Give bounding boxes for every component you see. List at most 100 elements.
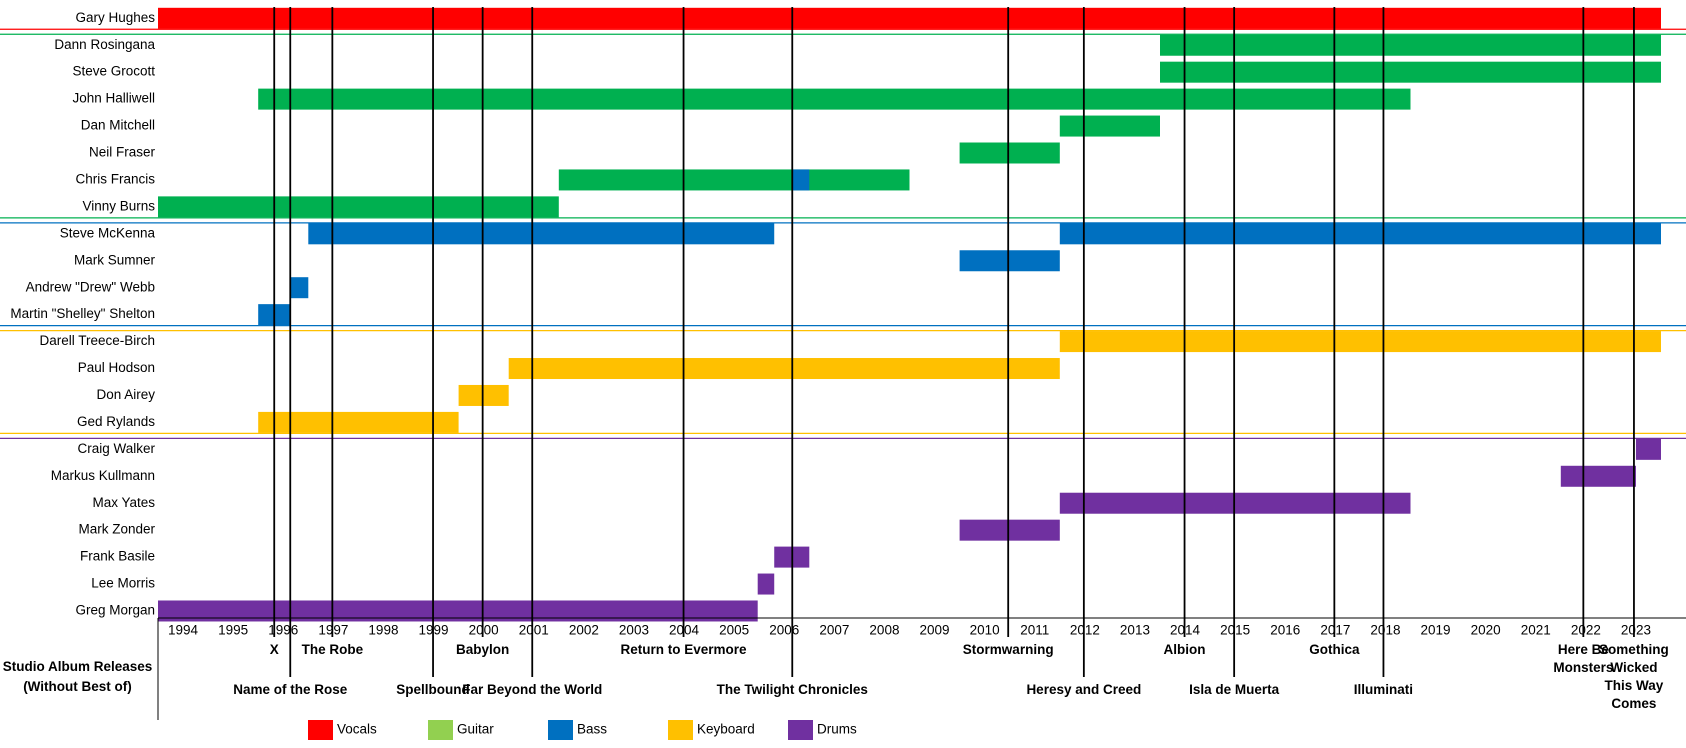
member-name: Steve McKenna <box>60 225 156 240</box>
member-name: Dan Mitchell <box>81 118 155 133</box>
x-tick-label: 2005 <box>719 623 749 638</box>
x-tick-label: 2018 <box>1370 623 1400 638</box>
album-label: Gothica <box>1309 642 1360 657</box>
tenure-bar <box>959 142 1060 164</box>
member-name: Frank Basile <box>80 549 155 564</box>
x-tick-label: 2007 <box>819 623 849 638</box>
tenure-bar <box>558 169 910 191</box>
album-label: Illuminati <box>1353 682 1414 697</box>
x-tick-label: 2001 <box>519 623 549 638</box>
album-label: Babylon <box>456 642 510 657</box>
album-label: Something Wicked This Way Comes <box>1599 642 1669 711</box>
x-tick-label: 2012 <box>1070 623 1100 638</box>
tenure-bar <box>959 519 1060 541</box>
x-tick-label: 1995 <box>218 623 248 638</box>
album-label: Name of the Rose <box>233 682 348 697</box>
tenure-bar <box>308 223 775 245</box>
tenure-bar <box>791 169 810 191</box>
x-tick-label: 2010 <box>970 623 1000 638</box>
x-tick-label: 2013 <box>1120 623 1150 638</box>
legend-label: Vocals <box>337 722 377 737</box>
tenure-bar <box>458 384 509 406</box>
member-name: Andrew "Drew" Webb <box>26 279 155 294</box>
member-name: Martin "Shelley" Shelton <box>10 306 155 321</box>
x-tick-label: 2016 <box>1270 623 1300 638</box>
legend-swatch <box>308 720 333 740</box>
album-label: X <box>269 642 279 657</box>
x-tick-label: 1998 <box>368 623 398 638</box>
album-label: Here Be Monsters <box>1553 642 1614 675</box>
member-name: Don Airey <box>96 387 155 402</box>
member-name: Mark Zonder <box>78 522 155 537</box>
x-tick-label: 2021 <box>1521 623 1551 638</box>
member-name: John Halliwell <box>72 91 155 106</box>
tenure-bar <box>959 250 1060 272</box>
tenure-bar <box>1059 223 1661 245</box>
x-tick-label: 2006 <box>769 623 799 638</box>
legend-swatch <box>788 720 813 740</box>
legend-label: Guitar <box>457 722 494 737</box>
tenure-bar <box>1635 438 1661 460</box>
x-tick-label: 2017 <box>1320 623 1350 638</box>
tenure-bar <box>258 88 1411 110</box>
album-label: Spellbound <box>396 682 470 697</box>
album-label: Stormwarning <box>962 642 1054 657</box>
tenure-bar <box>158 600 758 622</box>
legend-label: Drums <box>817 722 857 737</box>
member-name: Craig Walker <box>77 441 155 456</box>
x-tick-label: 2000 <box>469 623 499 638</box>
legend-label: Keyboard <box>697 722 755 737</box>
member-name: Markus Kullmann <box>51 468 155 483</box>
x-tick-label: 1994 <box>168 623 199 638</box>
album-label: Isla de Muerta <box>1189 682 1280 697</box>
member-name: Paul Hodson <box>78 360 155 375</box>
tenure-bar <box>1059 115 1160 137</box>
legend-swatch <box>668 720 693 740</box>
member-name: Greg Morgan <box>75 603 155 618</box>
tenure-bar <box>1059 492 1411 514</box>
member-name: Mark Sumner <box>74 252 156 267</box>
legend-swatch <box>548 720 573 740</box>
member-name: Vinny Burns <box>82 198 155 213</box>
x-tick-label: 2011 <box>1020 623 1049 638</box>
tenure-bar <box>508 358 1060 380</box>
member-name: Dann Rosingana <box>54 37 155 52</box>
member-name: Chris Francis <box>75 172 155 187</box>
tenure-bar <box>1160 61 1661 83</box>
member-name: Gary Hughes <box>75 10 155 25</box>
member-name: Steve Grocott <box>72 64 155 79</box>
x-tick-label: 1996 <box>268 623 298 638</box>
x-tick-label: 2002 <box>569 623 599 638</box>
album-label: Return to Evermore <box>620 642 747 657</box>
album-label: Heresy and Creed <box>1026 682 1142 697</box>
x-tick-label: 1997 <box>318 623 348 638</box>
album-label: The Twilight Chronicles <box>716 682 868 697</box>
album-label: Albion <box>1163 642 1206 657</box>
tenure-bar <box>1560 465 1636 487</box>
tenure-bar <box>1059 331 1661 353</box>
x-tick-label: 2023 <box>1621 623 1651 638</box>
tenure-bar <box>258 411 459 433</box>
albums-title: Studio Album Releases (Without Best of) <box>2 659 153 694</box>
tenure-bar <box>757 573 775 595</box>
tenure-bar <box>158 7 1661 29</box>
legend-label: Bass <box>577 722 607 737</box>
x-tick-label: 2019 <box>1421 623 1451 638</box>
member-name: Darell Treece-Birch <box>39 333 155 348</box>
x-tick-label: 2020 <box>1471 623 1501 638</box>
x-tick-label: 2009 <box>920 623 950 638</box>
tenure-bar <box>1160 34 1661 56</box>
x-tick-label: 2015 <box>1220 623 1250 638</box>
legend-swatch <box>428 720 453 740</box>
x-tick-label: 2008 <box>869 623 899 638</box>
member-name: Ged Rylands <box>77 414 155 429</box>
tenure-bar <box>158 196 559 218</box>
member-name: Neil Fraser <box>89 145 156 160</box>
tenure-bar <box>290 277 309 299</box>
album-label: Far Beyond the World <box>462 682 603 697</box>
member-name: Lee Morris <box>91 576 155 591</box>
x-tick-label: 2022 <box>1571 623 1601 638</box>
album-label: The Robe <box>301 642 364 657</box>
